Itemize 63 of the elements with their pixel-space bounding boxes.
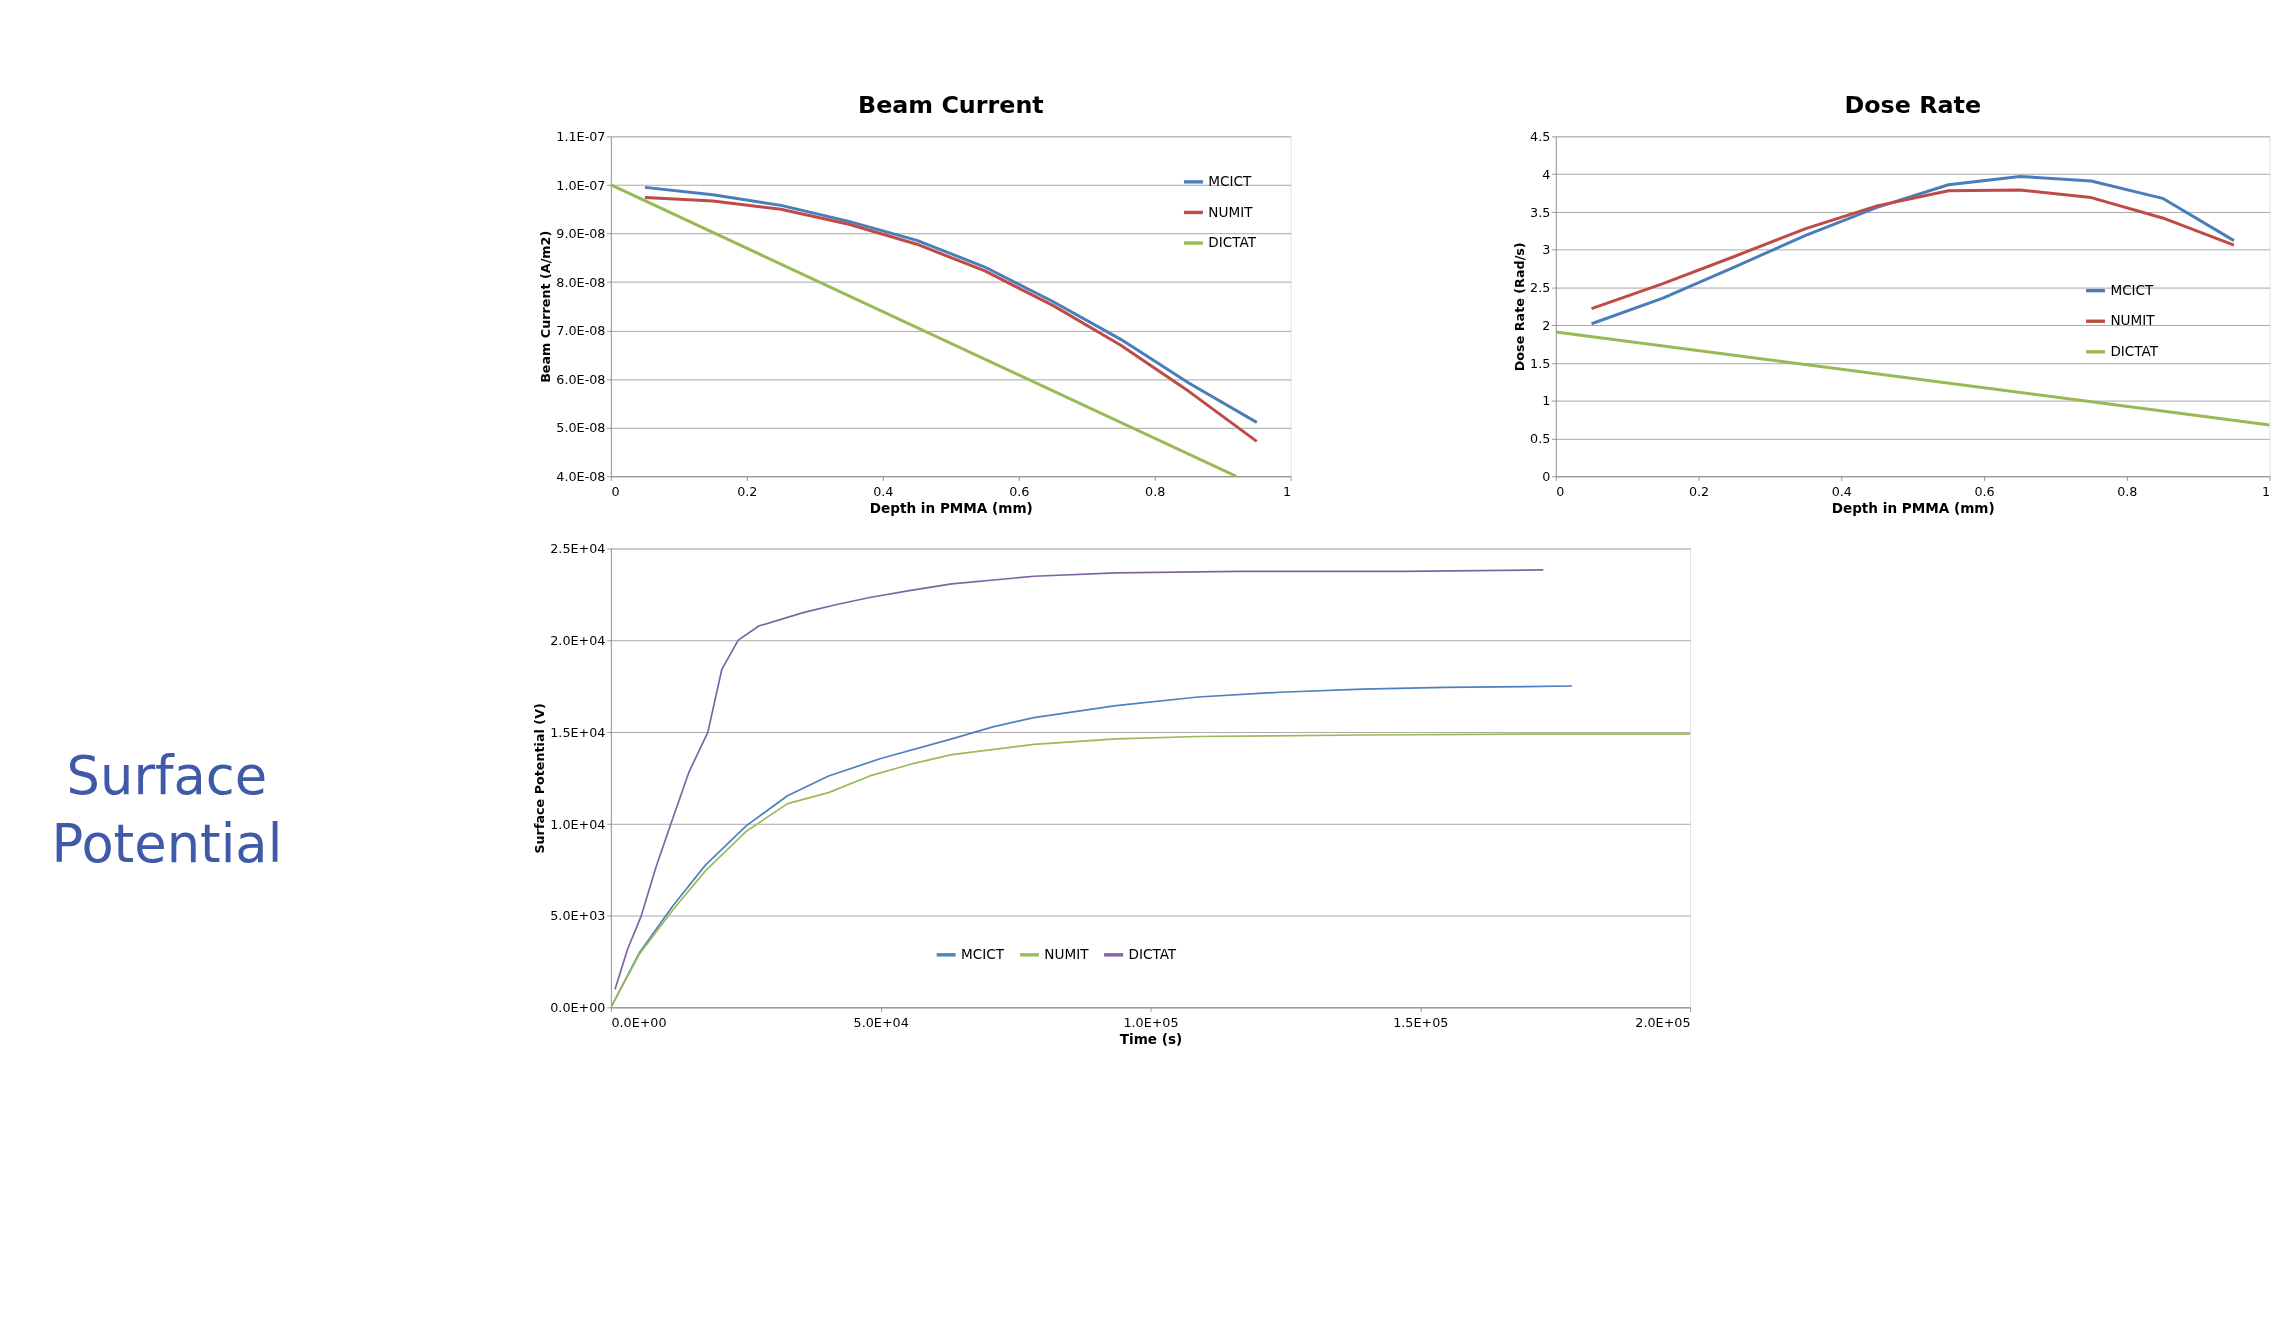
x-tick-label: 0.2 bbox=[737, 484, 758, 500]
y-tick-label: 3 bbox=[1542, 242, 1551, 258]
y-tick-label: 1.5E+04 bbox=[550, 724, 606, 740]
y-tick-label: 4.5 bbox=[1530, 129, 1551, 145]
x-tick-label: 1.5E+05 bbox=[1393, 1015, 1449, 1031]
y-axis-title: Surface Potential (V) bbox=[532, 703, 548, 854]
y-tick-label: 5.0E+03 bbox=[550, 908, 606, 924]
line-series bbox=[610, 685, 1573, 1008]
x-axis-title: Depth in PMMA (mm) bbox=[1831, 500, 1995, 517]
y-tick-label: 6.0E-08 bbox=[556, 371, 606, 387]
y-tick-label: 9.0E-08 bbox=[556, 226, 606, 242]
x-tick-label: 0 bbox=[611, 484, 620, 500]
y-tick-label: 0 bbox=[1542, 468, 1551, 484]
legend-label: DICTAT bbox=[1208, 234, 1257, 251]
x-axis-title: Depth in PMMA (mm) bbox=[869, 500, 1033, 517]
chart-title: Dose Rate bbox=[1844, 91, 1982, 120]
line-series bbox=[1590, 174, 2236, 326]
y-tick-label: 1.5 bbox=[1530, 355, 1551, 371]
legend-label: NUMIT bbox=[1044, 946, 1090, 963]
text: Surface Potential bbox=[51, 745, 283, 875]
x-tick-label: 0.6 bbox=[1974, 484, 1995, 500]
legend-label: MCICT bbox=[2110, 281, 2155, 298]
line-series bbox=[1590, 188, 2236, 311]
x-tick-label: 0.2 bbox=[1688, 484, 1710, 500]
y-tick-label: 7.0E-08 bbox=[556, 323, 606, 339]
y-tick-label: 0.5 bbox=[1530, 431, 1551, 447]
legend-label: DICTAT bbox=[2110, 343, 2159, 360]
y-tick-label: 1.0E+04 bbox=[550, 816, 606, 832]
y-tick-label: 2.5E+04 bbox=[550, 541, 606, 557]
legend-label: MCICT bbox=[961, 946, 1005, 963]
x-tick-label: 0.4 bbox=[873, 484, 894, 500]
x-tick-label: 0.8 bbox=[1145, 484, 1166, 500]
line-series bbox=[614, 568, 1545, 991]
y-tick-label: 2.0E+04 bbox=[550, 632, 606, 648]
y-tick-label: 1.1E-07 bbox=[556, 129, 606, 145]
y-tick-label: 5.0E-08 bbox=[556, 420, 606, 436]
x-tick-label: 2.0E+05 bbox=[1635, 1015, 1691, 1031]
y-tick-label: 2.5 bbox=[1530, 280, 1551, 296]
x-tick-label: 0.6 bbox=[1009, 484, 1030, 500]
legend-label: NUMIT bbox=[1208, 203, 1254, 220]
x-tick-label: 5.0E+04 bbox=[853, 1015, 909, 1031]
y-tick-label: 8.0E-08 bbox=[556, 274, 606, 290]
legend-label: MCICT bbox=[1208, 173, 1253, 190]
y-tick-label: 1 bbox=[1542, 393, 1551, 409]
x-tick-label: 1 bbox=[1283, 484, 1292, 500]
y-tick-label: 1.0E-07 bbox=[556, 177, 606, 193]
y-tick-label: 3.5 bbox=[1530, 204, 1551, 220]
x-tick-label: 0 bbox=[1556, 484, 1565, 500]
y-tick-label: 4.0E-08 bbox=[556, 468, 606, 484]
x-tick-label: 1 bbox=[2261, 484, 2271, 500]
y-tick-label: 2 bbox=[1542, 317, 1551, 333]
y-axis-title: Beam Current (A/m2) bbox=[538, 230, 554, 383]
x-tick-label: 1.0E+05 bbox=[1123, 1015, 1179, 1031]
x-axis-title: Time (s) bbox=[1119, 1031, 1183, 1048]
x-tick-label: 0.4 bbox=[1831, 484, 1852, 500]
legend-label: DICTAT bbox=[1128, 946, 1177, 963]
y-axis-title: Dose Rate (Rad/s) bbox=[1512, 242, 1528, 372]
y-tick-label: 0.0E+00 bbox=[550, 1000, 606, 1016]
x-tick-label: 0.0E+00 bbox=[611, 1015, 667, 1031]
chart-title: Beam Current bbox=[858, 91, 1044, 120]
x-tick-label: 0.8 bbox=[2117, 484, 2138, 500]
legend-label: NUMIT bbox=[2110, 312, 2156, 329]
y-tick-label: 4 bbox=[1542, 166, 1551, 182]
